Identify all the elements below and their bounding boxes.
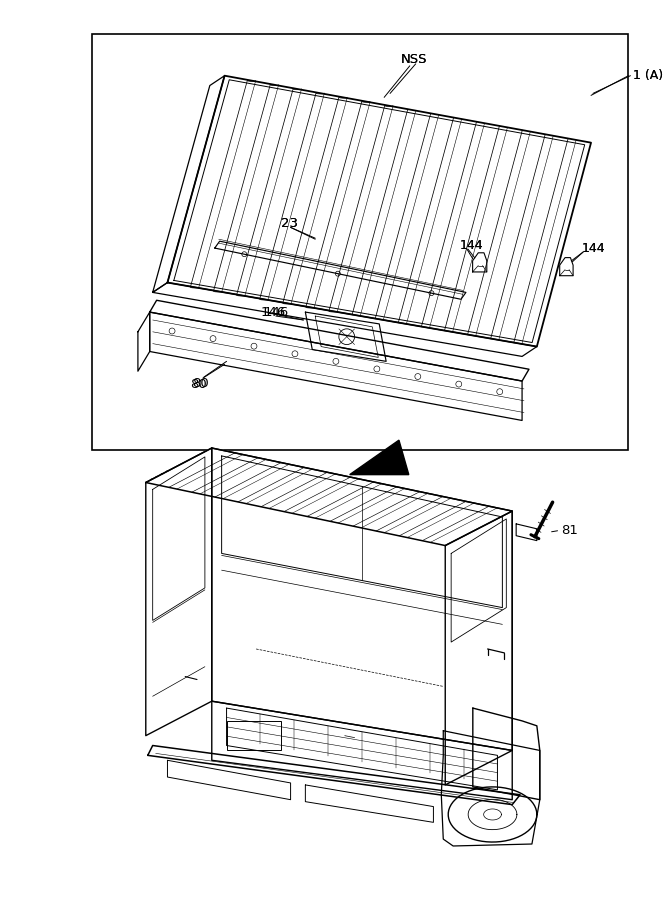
Text: 146: 146 — [264, 306, 289, 319]
Text: 146: 146 — [261, 306, 286, 319]
Polygon shape — [350, 440, 409, 474]
Text: 144: 144 — [581, 241, 605, 255]
Bar — [227, 721, 281, 751]
Text: NSS: NSS — [401, 53, 428, 67]
Bar — [91, 34, 628, 450]
Text: 1 (A): 1 (A) — [634, 69, 664, 82]
Text: 80: 80 — [192, 376, 209, 390]
Text: 80: 80 — [190, 377, 207, 391]
Text: 23: 23 — [281, 217, 297, 230]
Text: NSS: NSS — [401, 53, 428, 67]
Text: 81: 81 — [562, 525, 578, 537]
Text: 23: 23 — [281, 217, 297, 230]
Text: 144: 144 — [460, 238, 484, 252]
Text: 144: 144 — [581, 241, 605, 255]
Text: 1 (A): 1 (A) — [634, 69, 664, 82]
Polygon shape — [167, 76, 591, 346]
Polygon shape — [146, 448, 512, 545]
Text: 144: 144 — [460, 238, 484, 252]
